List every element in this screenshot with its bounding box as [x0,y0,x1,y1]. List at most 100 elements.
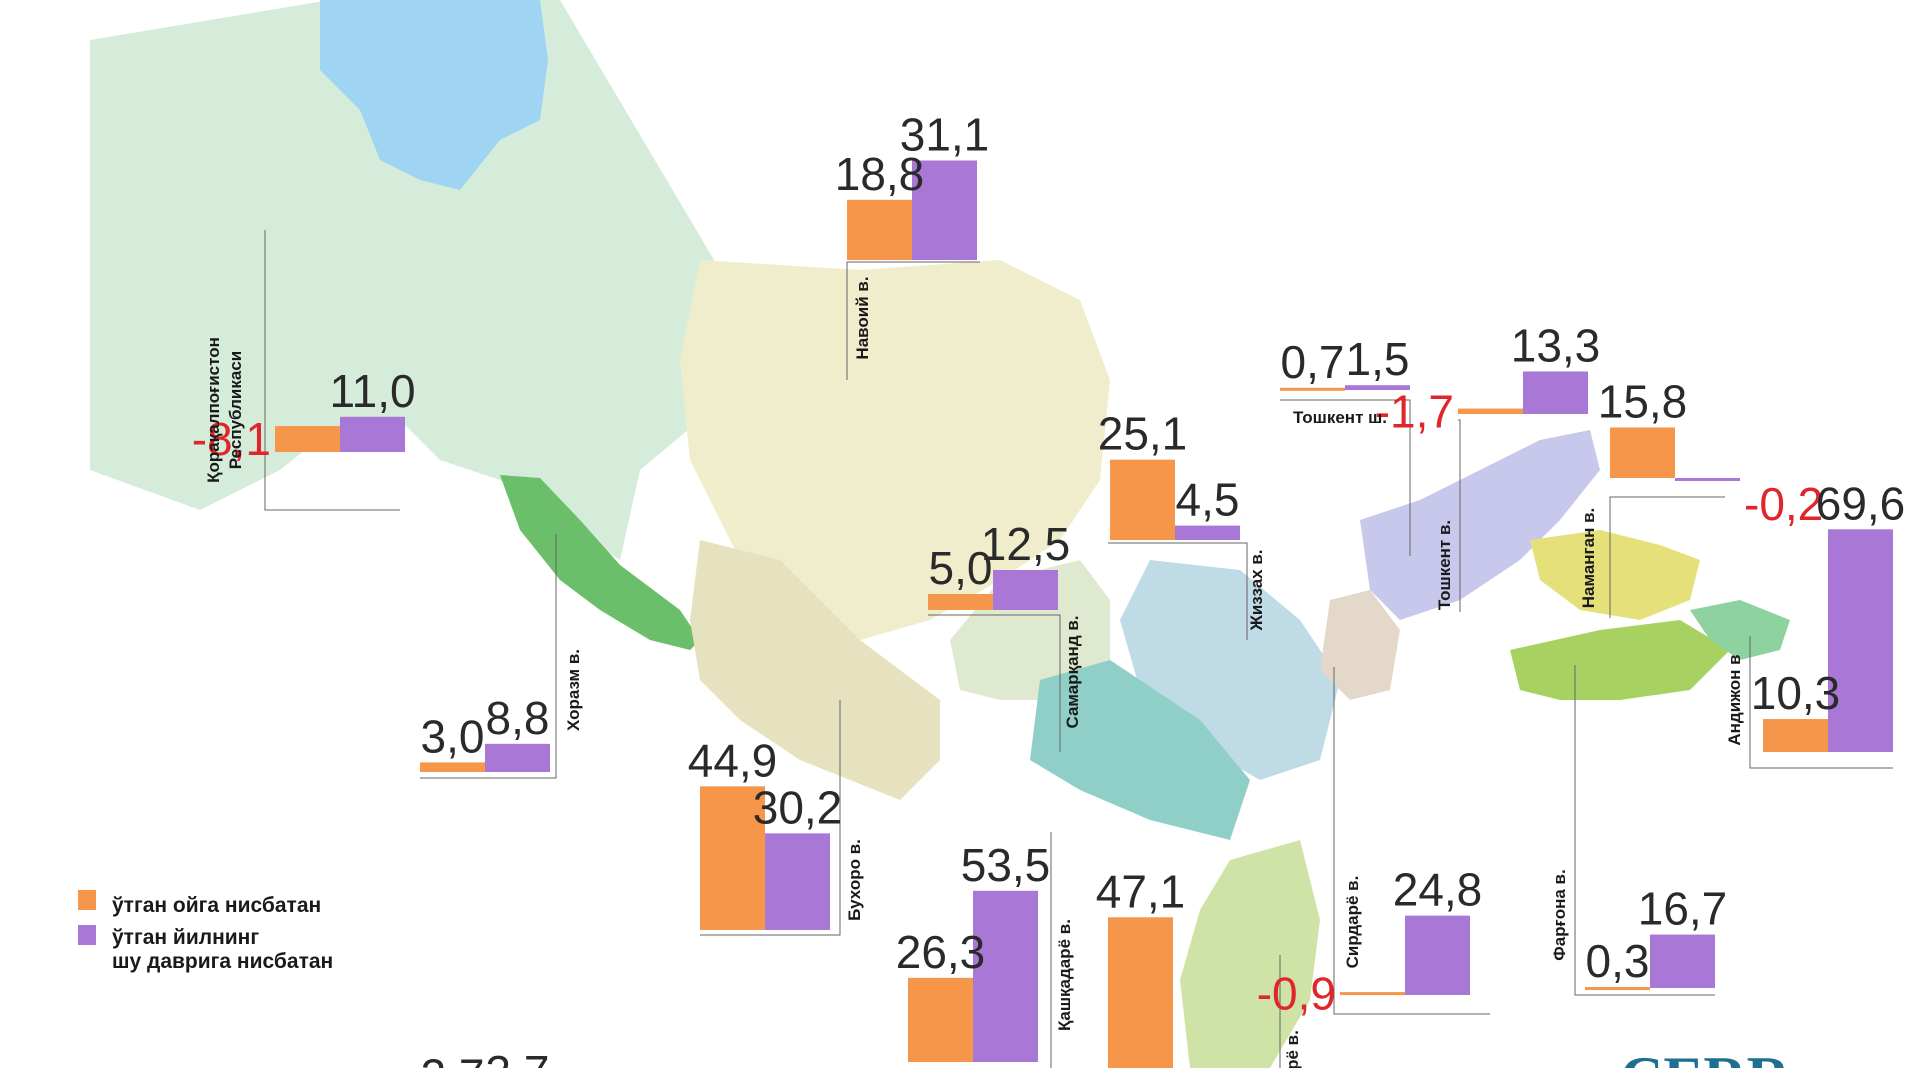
value-month-0: -8,1 [192,413,271,465]
legend-label-year-line1: ўтган йилнинг [112,926,259,949]
bar-year-11 [1675,478,1740,481]
legend-label-year-line2: шу даврига нисбатан [112,950,333,973]
value-month-14: 2,7 [421,1049,485,1068]
value-month-12: 10,3 [1751,667,1841,719]
value-labels-layer: -8,1 11,0 3,0 8,8 18,831,1 44,930,2 5,012,5 26,… [192,108,1906,1073]
region-label-0-line1: Қорақалпоғистон [204,337,223,483]
value-year-14: 3,7 [486,1046,550,1068]
region-labels-layer: Қорақалпоғистон Республикаси Хоразм в. Наво… [204,276,1744,1069]
map-region-andijan [1690,600,1790,660]
value-month-4: 5,0 [929,542,993,594]
leader-navoi [846,261,980,380]
bar-month-13 [1585,987,1650,991]
region-label-5: Қашқадарё в. [1055,919,1074,1031]
leader-lines [264,230,1893,1068]
legend: ўтган ойга нисбатан ўтган йилнинг шу дав… [78,890,333,973]
region-label-4: Самарқанд в. [1063,615,1082,728]
bar-year-7 [1175,525,1240,540]
leader-khorezm [420,534,557,779]
bar-year-10 [1405,915,1470,995]
map-region-bukhara [690,540,940,800]
leader-syrdarya [1333,667,1490,1015]
bar-month-1 [420,762,485,772]
value-month-6: 47,1 [1096,865,1186,917]
bar-month-7 [1110,459,1175,540]
leader-samarkand [928,614,1061,752]
value-year-7: 4,5 [1176,474,1240,526]
value-month-7: 25,1 [1098,408,1188,460]
legend-swatch-month [78,890,96,910]
value-month-1: 3,0 [421,710,485,762]
leader-karakalpakstan [264,230,400,511]
region-label-10: Сирдарё в. [1343,876,1362,969]
bar-year-5 [973,890,1038,1062]
map-region-namangan [1530,530,1700,620]
value-month-11: 15,8 [1598,375,1688,427]
bar-month-10 [1340,992,1405,996]
bar-month-11 [1610,427,1675,478]
value-month-2: 18,8 [835,148,925,200]
region-label-11: Наманган в. [1579,508,1598,609]
bar-month-8 [1280,387,1345,391]
value-year-3: 30,2 [753,781,843,833]
value-year-1: 8,8 [486,692,550,744]
bar-year-3 [765,833,830,930]
map-region-navoi [680,260,1110,640]
value-year-10: 24,8 [1393,864,1483,916]
value-year-9: 13,3 [1511,319,1601,371]
bar-year-4 [993,570,1058,610]
bar-year-0 [340,416,405,452]
leader-bukhara [700,700,841,936]
bar-month-4 [928,594,993,610]
value-month-10: -0,9 [1257,968,1336,1020]
map-region-tashkent [1360,430,1600,620]
bar-month-5 [908,977,973,1062]
map-region-kashkadarya [1030,660,1250,840]
uzbekistan-map [90,0,1790,1068]
value-year-5: 53,5 [961,839,1051,891]
value-year-11: -0,2 [1744,478,1823,530]
leader-tashkent-city [1280,399,1411,556]
region-label-8: Тошкент ш. [1293,408,1387,427]
region-label-0-line2: Республикаси [226,351,245,470]
bar-year-2 [912,160,977,260]
leader-namangan [1609,496,1725,618]
region-label-7: Жиззах в. [1247,549,1266,631]
value-month-13: 0,3 [1586,935,1650,987]
region-label-1: Хоразм в. [564,649,583,731]
bar-month-6 [1108,917,1173,1068]
legend-swatch-year [78,925,96,945]
value-year-0: 11,0 [329,365,415,417]
map-region-khorezm [500,475,700,650]
leader-andijan [1749,636,1893,769]
leader-fergana [1574,665,1715,996]
value-month-8: 0,7 [1281,336,1345,388]
value-year-4: 12,5 [981,518,1071,570]
bars-layer [275,160,1893,1073]
map-aral-sea [320,0,548,190]
value-month-5: 26,3 [896,926,986,978]
bar-year-8 [1345,385,1410,390]
map-region-surkhandarya [1180,840,1320,1068]
bar-month-12 [1763,719,1828,752]
region-label-2: Навоий в. [853,276,872,359]
bar-year-1 [485,743,550,772]
bar-year-13 [1650,934,1715,988]
value-month-3: 44,9 [688,734,778,786]
bar-year-12 [1828,529,1893,752]
bar-month-3 [700,786,765,930]
region-label-6: рё в. [1283,1030,1302,1068]
legend-label-month: ўтган ойга нисбатан [112,894,321,917]
value-month-9: -1,7 [1375,385,1454,437]
map-region-syrdarya [1320,590,1400,700]
region-label-9: Тошкент в. [1435,520,1454,610]
bar-month-0 [275,426,340,452]
leader-jizzakh [1108,542,1248,640]
leader-tashkent-reg [1458,419,1461,612]
bar-month-2 [847,199,912,260]
region-label-12: Андижон в [1725,654,1744,745]
value-year-8: 1,5 [1346,333,1410,385]
bar-month-9 [1458,408,1523,414]
